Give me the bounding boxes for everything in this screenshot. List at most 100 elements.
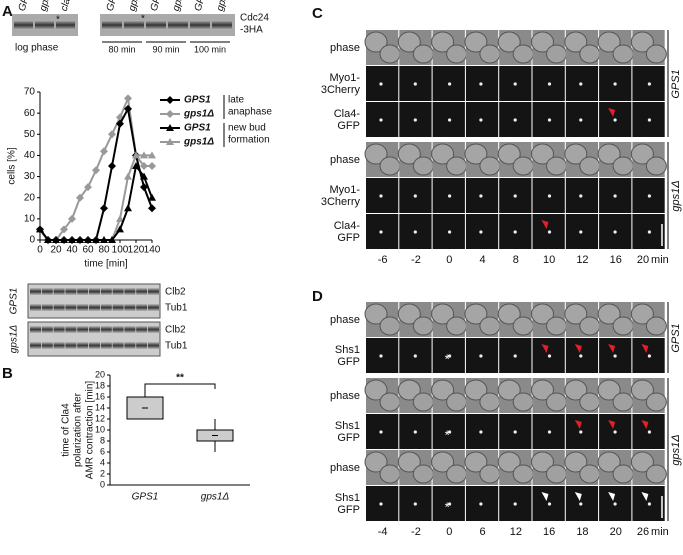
cell bbox=[446, 392, 468, 412]
cell bbox=[645, 464, 667, 484]
band bbox=[30, 342, 41, 349]
point bbox=[68, 236, 76, 243]
cell bbox=[379, 156, 401, 176]
star: * bbox=[141, 14, 145, 25]
lane-label: gps1Δ bbox=[38, 0, 56, 12]
lane-label: gps1Δ bbox=[215, 0, 233, 12]
band bbox=[124, 326, 136, 333]
signal bbox=[479, 430, 483, 434]
signal bbox=[579, 82, 583, 86]
cell bbox=[630, 303, 654, 325]
point bbox=[148, 204, 156, 213]
signal bbox=[647, 354, 652, 358]
signal bbox=[379, 230, 383, 234]
cell bbox=[431, 31, 455, 53]
band bbox=[65, 304, 77, 311]
row-label: GFP bbox=[337, 232, 360, 244]
time-label: 12 bbox=[510, 526, 522, 538]
cell bbox=[564, 303, 588, 325]
band bbox=[148, 288, 159, 295]
row-label: phase bbox=[330, 314, 360, 326]
y-tick-label: 0 bbox=[29, 235, 35, 246]
point bbox=[140, 151, 148, 159]
signal bbox=[547, 194, 552, 198]
x-tick-label: 60 bbox=[82, 245, 94, 256]
cell bbox=[512, 44, 534, 64]
cell bbox=[512, 156, 534, 176]
asterisk: * bbox=[445, 427, 450, 442]
signal bbox=[513, 230, 517, 234]
cell bbox=[645, 44, 667, 64]
signal bbox=[479, 502, 483, 506]
cell bbox=[630, 451, 654, 473]
x-tick-label: 40 bbox=[66, 245, 78, 256]
point bbox=[140, 183, 148, 192]
cell bbox=[397, 143, 421, 165]
signal bbox=[413, 194, 417, 198]
lane-label: GPS1 bbox=[149, 0, 167, 12]
point bbox=[124, 94, 132, 103]
time-unit: min bbox=[651, 254, 669, 266]
signal bbox=[448, 430, 452, 434]
band bbox=[89, 288, 100, 295]
cell bbox=[579, 156, 601, 176]
y-tick-label: 10 bbox=[95, 424, 105, 434]
signal bbox=[413, 82, 417, 86]
signal bbox=[579, 118, 583, 122]
signal bbox=[647, 230, 652, 234]
cell bbox=[431, 303, 455, 325]
band bbox=[77, 326, 89, 333]
genotype-label: gps1Δ bbox=[670, 434, 682, 465]
cell bbox=[497, 31, 521, 53]
cell bbox=[612, 316, 634, 336]
legend-marker bbox=[166, 124, 174, 131]
point bbox=[60, 225, 68, 234]
signal bbox=[513, 194, 517, 198]
lane-label: GPS1 bbox=[193, 0, 211, 12]
lane-label: gps1Δ bbox=[171, 0, 189, 12]
signal bbox=[448, 230, 452, 234]
time-label: 6 bbox=[479, 526, 485, 538]
point bbox=[76, 236, 84, 243]
genotype-label: GPS1 bbox=[670, 323, 682, 352]
band bbox=[77, 304, 89, 311]
signal bbox=[579, 502, 583, 506]
arrowhead bbox=[541, 220, 549, 229]
signal bbox=[579, 230, 583, 234]
band bbox=[112, 326, 124, 333]
signal bbox=[479, 230, 483, 234]
point bbox=[116, 119, 124, 128]
cell bbox=[597, 379, 621, 401]
signal bbox=[579, 430, 583, 434]
signal bbox=[547, 430, 552, 434]
cell bbox=[397, 303, 421, 325]
row-label: phase bbox=[330, 42, 360, 54]
time-label: -6 bbox=[378, 254, 388, 266]
time-label: 12 bbox=[576, 254, 588, 266]
signal bbox=[448, 82, 452, 86]
signal bbox=[547, 502, 552, 506]
row-label: Shs1 bbox=[335, 420, 360, 432]
cell bbox=[612, 156, 634, 176]
y-tick-label: 40 bbox=[24, 150, 36, 161]
x-tick-label: 0 bbox=[37, 245, 43, 256]
legend-group-label: new bud bbox=[228, 123, 266, 134]
y-tick-label: 12 bbox=[95, 413, 105, 423]
band bbox=[100, 326, 112, 333]
cell bbox=[412, 44, 434, 64]
blot-label: log phase bbox=[15, 43, 59, 54]
cell bbox=[597, 303, 621, 325]
lane-label: gps1Δ bbox=[127, 0, 145, 12]
row-label: Shs1 bbox=[335, 492, 360, 504]
cell bbox=[531, 303, 554, 325]
legend-group-label: late bbox=[228, 95, 245, 106]
signal bbox=[513, 82, 517, 86]
signal bbox=[613, 430, 617, 434]
band bbox=[41, 304, 53, 311]
point bbox=[52, 236, 60, 243]
band bbox=[148, 342, 159, 349]
cell bbox=[446, 464, 468, 484]
signal bbox=[613, 502, 617, 506]
y-tick-label: 30 bbox=[24, 171, 36, 182]
cell bbox=[412, 392, 434, 412]
